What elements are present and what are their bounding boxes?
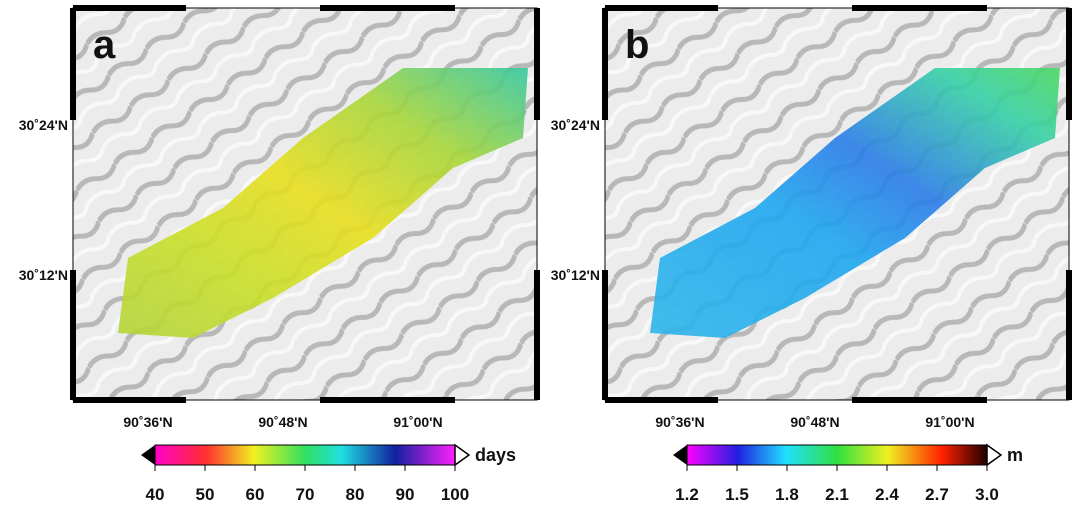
lat-label: 30˚24'N xyxy=(19,117,68,133)
data-swath xyxy=(650,68,1060,338)
colorbar-tick-label: 50 xyxy=(196,485,215,504)
colorbar-unit: m xyxy=(1007,445,1023,465)
map-panel: b 30˚24'N 30˚12'N 90˚36'N 90˚48'N 91˚00'N m 1.2… xyxy=(551,5,1072,504)
map-frame xyxy=(604,7,1070,401)
colorbar-end xyxy=(986,443,1003,467)
colorbar-tick-label: 2.1 xyxy=(825,485,849,504)
frame-bar xyxy=(73,397,186,403)
data-swath xyxy=(118,68,528,338)
lat-label: 30˚12'N xyxy=(19,267,68,283)
lat-label: 30˚12'N xyxy=(551,267,600,283)
panel-label: a xyxy=(93,23,116,67)
colorbar-unit: days xyxy=(475,445,516,465)
colorbar-tick-label: 1.5 xyxy=(725,485,749,504)
frame-bar xyxy=(1066,8,1072,120)
lat-label: 30˚24'N xyxy=(551,117,600,133)
colorbar-tick-label: 3.0 xyxy=(975,485,999,504)
lon-label: 90˚48'N xyxy=(790,414,839,430)
colorbar-tick-label: 2.7 xyxy=(925,485,949,504)
frame-bar xyxy=(852,5,987,11)
colorbar-tick-label: 80 xyxy=(346,485,365,504)
frame-bar xyxy=(73,5,186,11)
frame-bar xyxy=(602,8,608,120)
frame-bar xyxy=(70,8,76,120)
frame-bar xyxy=(320,397,455,403)
colorbar-tick-label: 70 xyxy=(296,485,315,504)
colorbar-end xyxy=(454,443,471,467)
frame-bar xyxy=(605,397,718,403)
colorbar xyxy=(154,444,456,466)
colorbar-tick-label: 1.8 xyxy=(775,485,799,504)
lon-label: 90˚48'N xyxy=(258,414,307,430)
panel-label: b xyxy=(625,23,649,67)
lon-label: 90˚36'N xyxy=(123,414,172,430)
frame-bar xyxy=(320,5,455,11)
colorbar-end xyxy=(673,445,687,465)
colorbar xyxy=(686,444,988,466)
frame-bar xyxy=(602,270,608,400)
colorbar-end xyxy=(141,445,155,465)
colorbar-tick-label: 100 xyxy=(441,485,469,504)
frame-bar xyxy=(1066,270,1072,400)
frame-bar xyxy=(70,270,76,400)
frame-bar xyxy=(534,8,540,120)
lon-label: 90˚36'N xyxy=(655,414,704,430)
frame-bar xyxy=(605,5,718,11)
frame-bar xyxy=(534,270,540,400)
lon-label: 91˚00'N xyxy=(925,414,974,430)
colorbar-tick-label: 1.2 xyxy=(675,485,699,504)
map-frame xyxy=(72,7,538,401)
colorbar-tick-label: 40 xyxy=(146,485,165,504)
colorbar-tick-label: 60 xyxy=(246,485,265,504)
lon-label: 91˚00'N xyxy=(393,414,442,430)
colorbar-tick-label: 90 xyxy=(396,485,415,504)
frame-bar xyxy=(852,397,987,403)
map-panel: a 30˚24'N 30˚12'N 90˚36'N 90˚48'N 91˚00'N days… xyxy=(19,5,540,504)
colorbar-tick-label: 2.4 xyxy=(875,485,899,504)
